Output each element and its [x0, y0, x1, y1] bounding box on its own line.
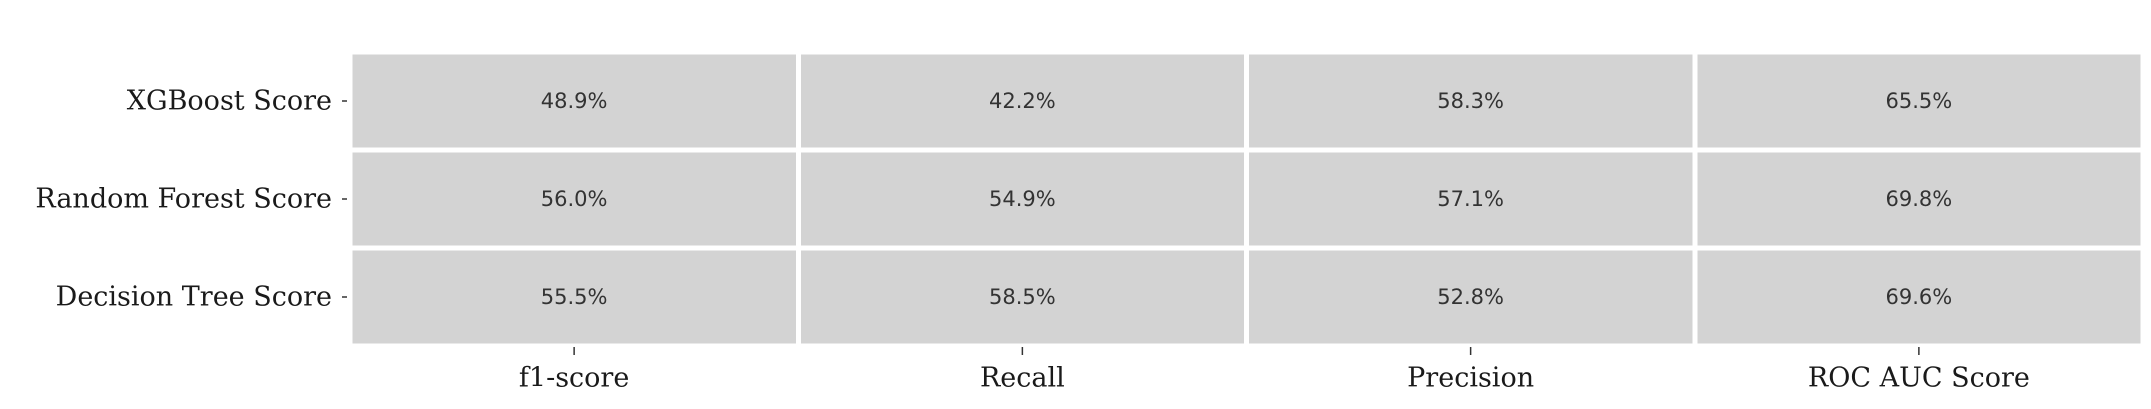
- heatmap-cell-decision-tree-score-recall: [800, 250, 1244, 344]
- cell-value-label: 58.3%: [1437, 89, 1504, 113]
- heatmap-cell-decision-tree-score-roc-auc-score: [1697, 250, 2141, 344]
- row-label-decision-tree-score: Decision Tree Score: [56, 282, 332, 313]
- heatmap-cell-xgboost-score-f1-score: [352, 54, 796, 148]
- row-label-random-forest-score: Random Forest Score: [35, 184, 332, 215]
- heatmap-cell-decision-tree-score-f1-score: [352, 250, 796, 344]
- cell-value-label: 69.8%: [1886, 187, 1953, 211]
- heatmap-cell-random-forest-score-roc-auc-score: [1697, 152, 2141, 246]
- cell-value-label: 65.5%: [1886, 89, 1953, 113]
- heatmap-cell-random-forest-score-recall: [800, 152, 1244, 246]
- row-label-xgboost-score: XGBoost Score: [127, 86, 332, 117]
- column-label-precision: Precision: [1407, 363, 1534, 394]
- heatmap-cell-random-forest-score-f1-score: [352, 152, 796, 246]
- cell-value-label: 42.2%: [989, 89, 1056, 113]
- cell-value-label: 56.0%: [541, 187, 608, 211]
- cell-value-label: 48.9%: [541, 89, 608, 113]
- heatmap-cell-random-forest-score-precision: [1249, 152, 1693, 246]
- cell-value-label: 55.5%: [541, 285, 608, 309]
- cell-value-label: 58.5%: [989, 285, 1056, 309]
- cell-value-label: 52.8%: [1437, 285, 1504, 309]
- heatmap-cell-xgboost-score-precision: [1249, 54, 1693, 148]
- heatmap-cell-xgboost-score-roc-auc-score: [1697, 54, 2141, 148]
- heatmap-cell-xgboost-score-recall: [800, 54, 1244, 148]
- heatmap-cell-decision-tree-score-precision: [1249, 250, 1693, 344]
- column-label-recall: Recall: [980, 363, 1065, 394]
- cell-value-label: 54.9%: [989, 187, 1056, 211]
- cell-value-label: 69.6%: [1886, 285, 1953, 309]
- column-label-roc-auc-score: ROC AUC Score: [1808, 363, 2030, 394]
- cell-value-label: 57.1%: [1437, 187, 1504, 211]
- column-label-f1-score: f1-score: [519, 363, 629, 394]
